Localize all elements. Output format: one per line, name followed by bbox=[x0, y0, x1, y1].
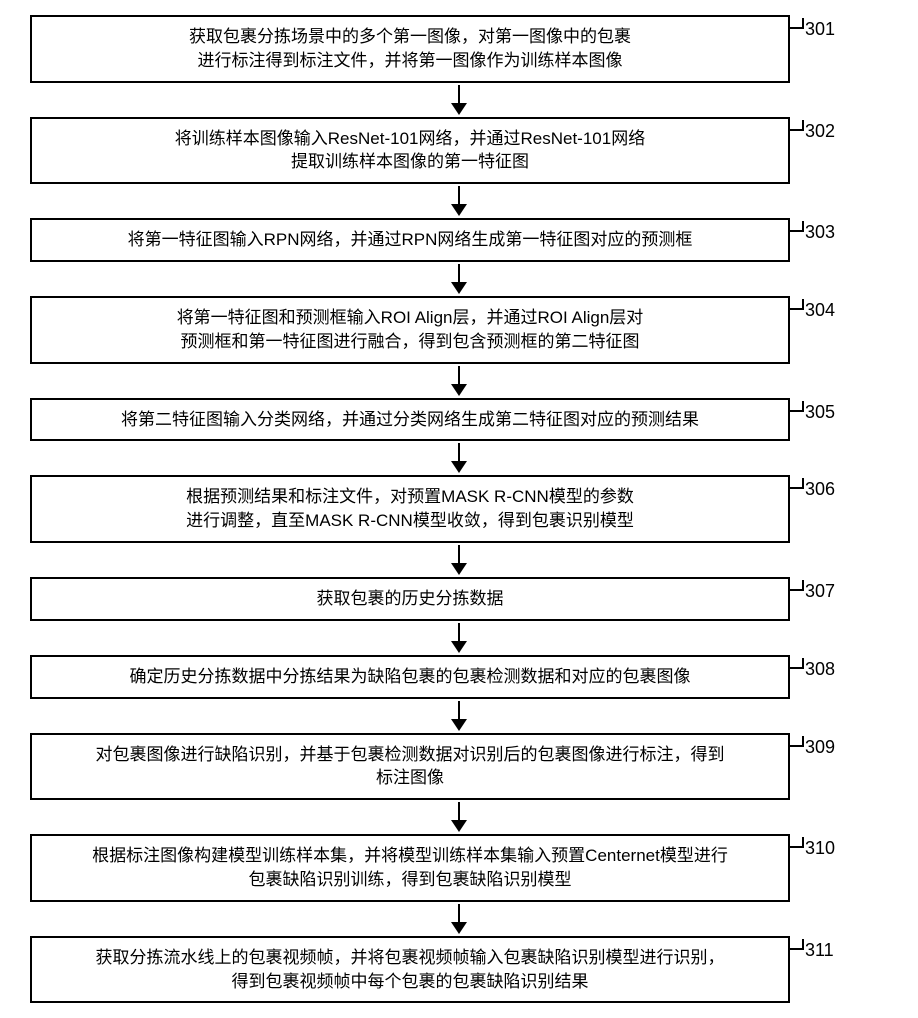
step-text: 将第二特征图输入分类网络，并通过分类网络生成第二特征图对应的预测结果 bbox=[48, 408, 772, 432]
flow-step: 获取分拣流水线上的包裹视频帧，并将包裹视频帧输入包裹缺陷识别模型进行识别， 得到… bbox=[30, 936, 888, 1004]
label-connector bbox=[790, 308, 804, 310]
label-connector bbox=[790, 230, 804, 232]
label-connector bbox=[790, 667, 804, 669]
label-connector bbox=[790, 948, 804, 950]
label-connector bbox=[790, 589, 804, 591]
flow-step: 对包裹图像进行缺陷识别，并基于包裹检测数据对识别后的包裹图像进行标注，得到 标注… bbox=[30, 733, 888, 801]
flow-step: 将训练样本图像输入ResNet-101网络，并通过ResNet-101网络 提取… bbox=[30, 117, 888, 185]
step-text: 获取包裹分拣场景中的多个第一图像，对第一图像中的包裹 进行标注得到标注文件，并将… bbox=[48, 25, 772, 73]
step-text: 将训练样本图像输入ResNet-101网络，并通过ResNet-101网络 提取… bbox=[48, 127, 772, 175]
step-text: 根据标注图像构建模型训练样本集，并将模型训练样本集输入预置Centernet模型… bbox=[48, 844, 772, 892]
step-box-311: 获取分拣流水线上的包裹视频帧，并将包裹视频帧输入包裹缺陷识别模型进行识别， 得到… bbox=[30, 936, 790, 1004]
step-text: 根据预测结果和标注文件，对预置MASK R-CNN模型的参数 进行调整，直至MA… bbox=[48, 485, 772, 533]
step-box-305: 将第二特征图输入分类网络，并通过分类网络生成第二特征图对应的预测结果 bbox=[30, 398, 790, 442]
label-connector bbox=[790, 410, 804, 412]
flow-step: 根据预测结果和标注文件，对预置MASK R-CNN模型的参数 进行调整，直至MA… bbox=[30, 475, 888, 543]
step-label: 310 bbox=[805, 838, 835, 859]
step-box-308: 确定历史分拣数据中分拣结果为缺陷包裹的包裹检测数据和对应的包裹图像 bbox=[30, 655, 790, 699]
label-connector bbox=[790, 487, 804, 489]
step-label: 308 bbox=[805, 659, 835, 680]
label-connector bbox=[790, 27, 804, 29]
step-text: 将第一特征图和预测框输入ROI Align层，并通过ROI Align层对 预测… bbox=[48, 306, 772, 354]
step-label: 304 bbox=[805, 300, 835, 321]
step-box-310: 根据标注图像构建模型训练样本集，并将模型训练样本集输入预置Centernet模型… bbox=[30, 834, 790, 902]
step-box-306: 根据预测结果和标注文件，对预置MASK R-CNN模型的参数 进行调整，直至MA… bbox=[30, 475, 790, 543]
step-label: 311 bbox=[805, 940, 834, 961]
step-box-304: 将第一特征图和预测框输入ROI Align层，并通过ROI Align层对 预测… bbox=[30, 296, 790, 364]
step-text: 获取包裹的历史分拣数据 bbox=[48, 587, 772, 611]
arrow-icon bbox=[79, 186, 839, 216]
step-label: 303 bbox=[805, 222, 835, 243]
step-text: 将第一特征图输入RPN网络，并通过RPN网络生成第一特征图对应的预测框 bbox=[48, 228, 772, 252]
step-label: 307 bbox=[805, 581, 835, 602]
step-label: 305 bbox=[805, 402, 835, 423]
step-label: 309 bbox=[805, 737, 835, 758]
arrow-icon bbox=[79, 904, 839, 934]
step-box-303: 将第一特征图输入RPN网络，并通过RPN网络生成第一特征图对应的预测框 bbox=[30, 218, 790, 262]
label-connector bbox=[790, 745, 804, 747]
step-text: 对包裹图像进行缺陷识别，并基于包裹检测数据对识别后的包裹图像进行标注，得到 标注… bbox=[48, 743, 772, 791]
arrow-icon bbox=[79, 802, 839, 832]
step-box-307: 获取包裹的历史分拣数据 bbox=[30, 577, 790, 621]
arrow-icon bbox=[79, 264, 839, 294]
step-label: 302 bbox=[805, 121, 835, 142]
flow-step: 将第一特征图输入RPN网络，并通过RPN网络生成第一特征图对应的预测框 303 bbox=[30, 218, 888, 262]
label-connector bbox=[790, 129, 804, 131]
arrow-icon bbox=[79, 545, 839, 575]
flow-step: 获取包裹分拣场景中的多个第一图像，对第一图像中的包裹 进行标注得到标注文件，并将… bbox=[30, 15, 888, 83]
arrow-icon bbox=[79, 623, 839, 653]
flow-step: 将第二特征图输入分类网络，并通过分类网络生成第二特征图对应的预测结果 305 bbox=[30, 398, 888, 442]
step-box-302: 将训练样本图像输入ResNet-101网络，并通过ResNet-101网络 提取… bbox=[30, 117, 790, 185]
step-label: 301 bbox=[805, 19, 835, 40]
flowchart-container: 获取包裹分拣场景中的多个第一图像，对第一图像中的包裹 进行标注得到标注文件，并将… bbox=[30, 15, 888, 1003]
step-label: 306 bbox=[805, 479, 835, 500]
step-text: 确定历史分拣数据中分拣结果为缺陷包裹的包裹检测数据和对应的包裹图像 bbox=[48, 665, 772, 689]
arrow-icon bbox=[79, 701, 839, 731]
step-box-309: 对包裹图像进行缺陷识别，并基于包裹检测数据对识别后的包裹图像进行标注，得到 标注… bbox=[30, 733, 790, 801]
arrow-icon bbox=[79, 366, 839, 396]
flow-step: 确定历史分拣数据中分拣结果为缺陷包裹的包裹检测数据和对应的包裹图像 308 bbox=[30, 655, 888, 699]
flow-step: 将第一特征图和预测框输入ROI Align层，并通过ROI Align层对 预测… bbox=[30, 296, 888, 364]
arrow-icon bbox=[79, 85, 839, 115]
step-box-301: 获取包裹分拣场景中的多个第一图像，对第一图像中的包裹 进行标注得到标注文件，并将… bbox=[30, 15, 790, 83]
step-text: 获取分拣流水线上的包裹视频帧，并将包裹视频帧输入包裹缺陷识别模型进行识别， 得到… bbox=[48, 946, 772, 994]
flow-step: 根据标注图像构建模型训练样本集，并将模型训练样本集输入预置Centernet模型… bbox=[30, 834, 888, 902]
arrow-icon bbox=[79, 443, 839, 473]
label-connector bbox=[790, 846, 804, 848]
flow-step: 获取包裹的历史分拣数据 307 bbox=[30, 577, 888, 621]
